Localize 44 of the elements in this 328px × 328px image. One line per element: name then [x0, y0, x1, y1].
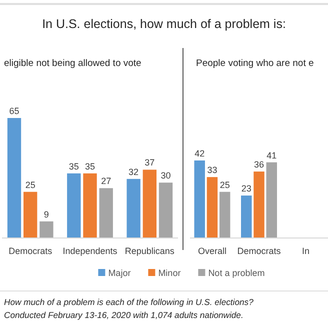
bar	[266, 162, 277, 238]
bar	[158, 182, 173, 238]
bar	[219, 192, 230, 238]
data-label: 42	[194, 148, 205, 158]
bar	[254, 172, 264, 238]
x-tick-label: Independents	[62, 246, 118, 256]
x-tick-label: Democrats	[8, 246, 53, 256]
data-label: 33	[207, 165, 218, 176]
bar	[67, 173, 81, 238]
data-label: 23	[241, 184, 252, 194]
data-label: 35	[68, 161, 79, 172]
chart-subtitle: People voting who are not e	[196, 58, 314, 69]
text: Conducted February 13-16, 2020 with 1,074 adults nationwide.	[4, 310, 244, 320]
legend-label: Major	[108, 268, 131, 278]
data-label: 65	[9, 106, 20, 116]
bar	[126, 178, 140, 238]
legend-label: Not a problem	[208, 268, 265, 278]
data-label: 35	[84, 161, 96, 172]
chart-title: In U.S. elections, how much of a problem is:	[42, 17, 286, 31]
x-tick-label: Overall	[198, 246, 226, 256]
bar	[241, 196, 252, 238]
bar	[142, 170, 157, 238]
text: How much of a problem is each of the following in U.S. elections?	[4, 297, 254, 307]
x-tick-label: Democrats	[237, 246, 282, 256]
bar	[83, 173, 97, 238]
bar	[40, 221, 54, 238]
data-label: 30	[160, 170, 171, 181]
x-tick-label: In	[302, 246, 310, 256]
data-label: 25	[220, 180, 230, 190]
data-label: 36	[254, 160, 264, 170]
bar	[206, 177, 218, 238]
legend-label: Minor	[158, 268, 181, 278]
chart-subtitle: eligible not being allowed to vote	[4, 58, 142, 69]
data-label: 32	[128, 166, 139, 177]
data-label: 9	[44, 209, 49, 220]
bar	[99, 188, 113, 238]
data-label: 37	[144, 158, 155, 168]
data-label: 27	[101, 176, 112, 186]
x-tick-label: Republicans	[124, 246, 175, 256]
bar	[23, 192, 38, 238]
data-label: 25	[25, 180, 36, 190]
data-label: 41	[266, 150, 277, 160]
bar	[7, 118, 22, 238]
bar	[194, 160, 205, 238]
